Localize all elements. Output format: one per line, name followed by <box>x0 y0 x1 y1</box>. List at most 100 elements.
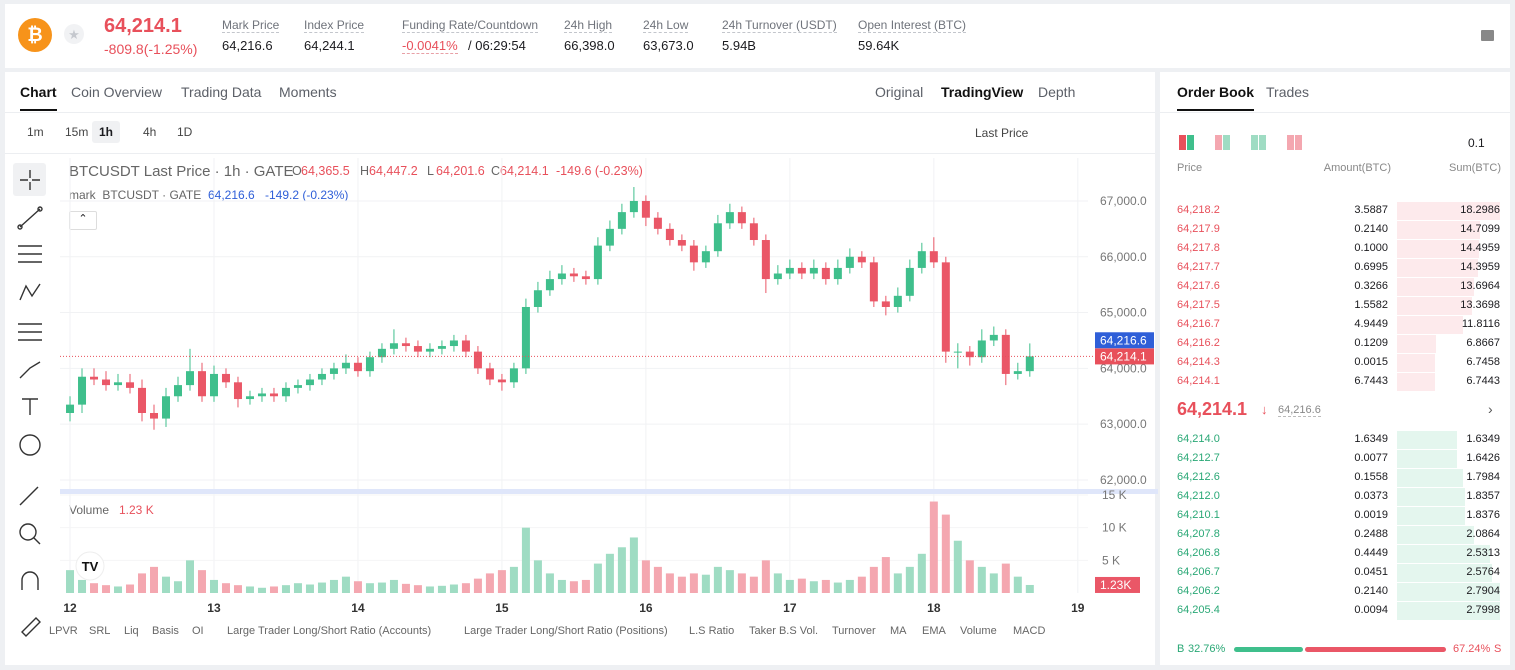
book-price[interactable]: 64,206.7 <box>1177 566 1220 578</box>
indicator[interactable]: SRL <box>89 625 111 637</box>
volume-bar <box>749 576 758 593</box>
book-price[interactable]: 64,217.6 <box>1177 280 1220 292</box>
layout-toggle[interactable] <box>1259 135 1266 150</box>
collapse[interactable]: ⌃ <box>69 211 97 230</box>
depth-bar <box>1397 202 1500 220</box>
candle-body <box>221 373 230 383</box>
drawing-tools <box>13 163 46 637</box>
chart-tab[interactable]: Moments <box>279 84 337 100</box>
book-price[interactable]: 64,210.1 <box>1177 509 1220 521</box>
candle-body <box>593 245 602 280</box>
indicator[interactable]: MACD <box>1013 625 1046 637</box>
x-tick-label: 12 <box>63 601 77 615</box>
ohlc-value: 64,214.1 <box>500 164 549 178</box>
book-tab[interactable]: Trades <box>1266 84 1310 100</box>
precision[interactable]: 0.1 <box>1468 136 1485 150</box>
volume-bar <box>905 566 914 593</box>
interval[interactable]: 15m <box>65 125 89 139</box>
candle-body <box>365 357 374 372</box>
book-price[interactable]: 64,216.2 <box>1177 337 1220 349</box>
book-price[interactable]: 64,214.1 <box>1177 375 1220 387</box>
candle-body <box>545 279 554 291</box>
indicator[interactable]: Large Trader Long/Short Ratio (Positions… <box>464 625 668 637</box>
favorite-star[interactable]: ★ <box>64 24 84 44</box>
layout-toggle[interactable] <box>1295 135 1302 150</box>
indicator[interactable]: EMA <box>922 625 946 637</box>
indicator[interactable]: Large Trader Long/Short Ratio (Accounts) <box>227 625 432 637</box>
chart-tab[interactable]: Coin Overview <box>71 84 163 100</box>
book-icon[interactable] <box>1480 28 1496 44</box>
mid-arrow: ↓ <box>1261 402 1268 417</box>
book-sum: 2.7904 <box>1466 585 1500 597</box>
indicator[interactable]: LPVR <box>49 625 78 637</box>
candle-body <box>713 223 722 252</box>
book-price[interactable]: 64,212.6 <box>1177 471 1220 483</box>
view-tab[interactable]: Original <box>875 84 924 100</box>
book-price[interactable]: 64,214.3 <box>1177 356 1220 368</box>
book-amount: 0.2140 <box>1354 585 1388 597</box>
book-price[interactable]: 64,216.7 <box>1177 318 1220 330</box>
book-price[interactable]: 64,212.7 <box>1177 452 1220 464</box>
x-tick-label: 13 <box>207 601 221 615</box>
layout-toggle[interactable] <box>1251 135 1258 150</box>
candle-body <box>149 412 158 419</box>
interval[interactable]: 1D <box>177 125 193 139</box>
book-price[interactable]: 64,218.2 <box>1177 204 1220 216</box>
book-tab[interactable]: Order Book <box>1177 84 1255 111</box>
volume-bar <box>114 586 123 593</box>
book-price[interactable]: 64,212.0 <box>1177 490 1220 502</box>
book-price[interactable]: 64,217.7 <box>1177 261 1220 273</box>
mark-change: -149.2 (-0.23%) <box>265 188 349 202</box>
indicator[interactable]: L.S Ratio <box>689 625 735 637</box>
book-price[interactable]: 64,217.9 <box>1177 223 1220 235</box>
indicator[interactable]: MA <box>890 625 907 637</box>
view-tab[interactable]: Depth <box>1038 84 1076 100</box>
book-amount: 0.0019 <box>1354 509 1388 521</box>
candle-body <box>941 262 950 352</box>
candle-body <box>689 245 698 263</box>
ratio-sell-label: S <box>1494 643 1502 655</box>
book-amount: 1.5582 <box>1354 299 1388 311</box>
book-price[interactable]: 64,217.5 <box>1177 299 1220 311</box>
candle-body <box>773 273 782 280</box>
depth-bar <box>1397 221 1480 239</box>
price-type[interactable]: Last Price <box>975 126 1029 140</box>
layout-toggle[interactable] <box>1179 135 1186 150</box>
candle-body <box>749 223 758 241</box>
book-price[interactable]: 64,205.4 <box>1177 604 1220 616</box>
layout-toggle[interactable] <box>1215 135 1222 150</box>
stat-value: 59.64K <box>858 38 900 53</box>
view-tab[interactable]: TradingView <box>941 84 1024 100</box>
layout-toggle[interactable] <box>1223 135 1230 150</box>
indicator[interactable]: Liq <box>124 625 139 637</box>
indicator[interactable]: OI <box>192 625 204 637</box>
layout-toggle[interactable] <box>1287 135 1294 150</box>
volume-bar <box>653 566 662 593</box>
book-price[interactable]: 64,207.8 <box>1177 528 1220 540</box>
volume-bar <box>461 583 470 593</box>
chart-tab[interactable]: Trading Data <box>181 84 262 100</box>
indicator[interactable]: Turnover <box>832 625 876 637</box>
candle-body <box>653 217 662 229</box>
layout-toggle[interactable] <box>1187 135 1194 150</box>
volume-bar <box>78 579 87 593</box>
book-sum: 6.7458 <box>1466 356 1500 368</box>
mid-more[interactable]: › <box>1488 401 1493 417</box>
interval[interactable]: 4h <box>143 125 157 139</box>
book-price[interactable]: 64,214.0 <box>1177 433 1220 445</box>
book-price[interactable]: 64,206.8 <box>1177 547 1220 559</box>
interval[interactable]: 1m <box>27 125 44 139</box>
indicator[interactable]: Basis <box>152 625 179 637</box>
candle-body <box>401 343 410 347</box>
indicator[interactable]: Volume <box>960 625 997 637</box>
indicator[interactable]: Taker B.S Vol. <box>749 625 819 637</box>
candle-body <box>533 290 542 307</box>
book-price[interactable]: 64,206.2 <box>1177 585 1220 597</box>
interval[interactable]: 1h <box>92 121 121 143</box>
chart-tab[interactable]: Chart <box>20 84 57 111</box>
volume-bar <box>629 537 638 593</box>
book-price[interactable]: 64,217.8 <box>1177 242 1220 254</box>
volume-bar <box>281 585 290 593</box>
candle-body <box>833 267 842 280</box>
